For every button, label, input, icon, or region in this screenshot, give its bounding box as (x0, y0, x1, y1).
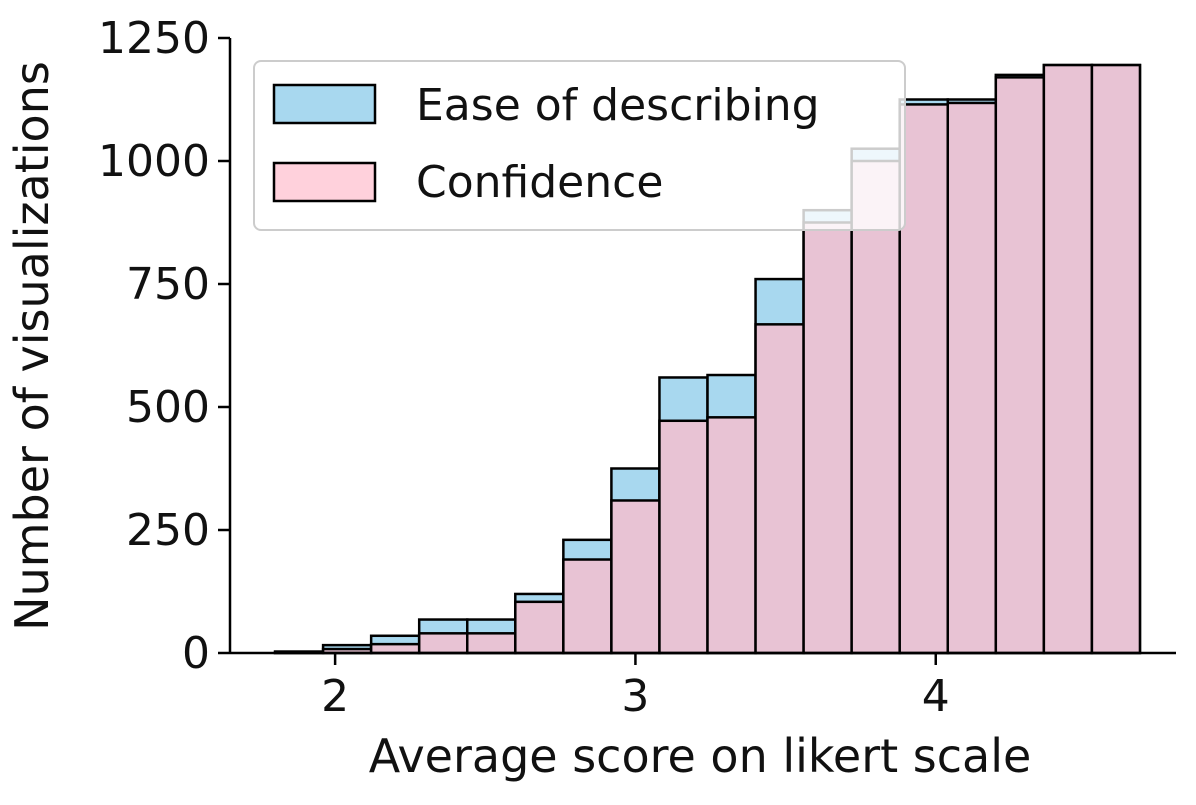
legend-label-ease: Ease of describing (416, 80, 820, 131)
x-axis-label: Average score on likert scale (369, 729, 1032, 783)
bar-confidence (850, 159, 901, 655)
y-tick-label: 1250 (98, 13, 210, 64)
bar-confidence (610, 499, 661, 655)
bar-confidence (417, 632, 469, 655)
y-tick-label: 0 (182, 628, 210, 679)
legend-label-confidence: Confidence (416, 157, 663, 208)
ticks-layer: 0 250 500 750 1000 1250 2 3 4 (98, 13, 950, 722)
x-tick-label: 3 (621, 671, 649, 722)
y-tick-label: 250 (126, 505, 210, 556)
bars-layer (273, 63, 1142, 655)
legend-swatch-confidence (272, 161, 377, 203)
bar-confidence (1090, 63, 1142, 655)
axes-layer (228, 38, 1176, 655)
bar-confidence (994, 76, 1046, 655)
bar-confidence (514, 600, 565, 655)
x-tick-label: 4 (922, 671, 950, 722)
x-tick-label: 2 (321, 671, 349, 722)
bar-confidence (706, 416, 757, 655)
bar-confidence (562, 558, 613, 655)
legend-swatch-ease (272, 83, 377, 125)
bar-confidence (369, 642, 421, 655)
legend: Ease of describing Confidence (253, 60, 906, 231)
y-tick-label: 500 (126, 382, 210, 433)
y-tick-label: 1000 (98, 136, 210, 187)
bar-confidence (898, 103, 950, 655)
legend-frame (253, 60, 906, 231)
bar-confidence (1042, 63, 1094, 655)
bar-confidence (466, 632, 517, 655)
bar-confidence (658, 419, 709, 655)
y-tick-label: 750 (126, 259, 210, 310)
bar-confidence (946, 101, 998, 655)
y-axis-label: Number of visualizations (5, 61, 59, 631)
bar-confidence (802, 221, 853, 655)
bar-confidence (754, 323, 805, 655)
